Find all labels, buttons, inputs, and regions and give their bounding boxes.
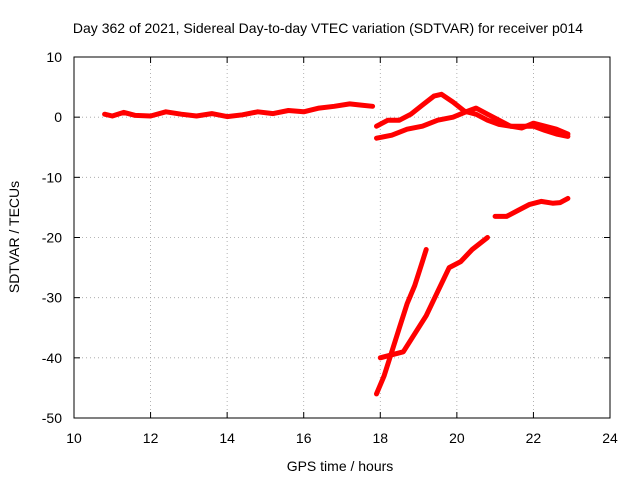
series-arc-6 (492, 195, 571, 219)
plot-frame (73, 56, 611, 419)
y-tick-label: 10 (46, 49, 62, 65)
series-layer (102, 91, 571, 397)
x-tick-label: 12 (143, 430, 159, 446)
chart-title: Day 362 of 2021, Sidereal Day-to-day VTE… (73, 20, 583, 36)
x-tick-label: 24 (602, 430, 618, 446)
series-arc-1 (102, 101, 376, 120)
grid-lines (74, 57, 610, 418)
y-axis-label: SDTVAR / TECUs (6, 181, 22, 293)
x-tick-label: 22 (526, 430, 542, 446)
series-arc-3 (374, 105, 571, 141)
y-tick-label: -40 (42, 350, 62, 366)
y-tick-label: 0 (54, 109, 62, 125)
x-axis-label: GPS time / hours (287, 458, 394, 474)
y-tick-label: -20 (42, 230, 62, 246)
x-tick-label: 20 (449, 430, 465, 446)
x-tick-label: 18 (372, 430, 388, 446)
series-arc-5 (377, 235, 490, 361)
y-tick-label: -10 (42, 169, 62, 185)
axis-ticks: 10 12 14 16 18 20 22 24 -50 -40 -30 -20 -10 0 10 (42, 49, 618, 446)
y-tick-label: -50 (42, 410, 62, 426)
x-tick-label: 14 (219, 430, 235, 446)
x-tick-label: 10 (66, 430, 82, 446)
x-tick-label: 16 (296, 430, 312, 446)
y-tick-label: -30 (42, 290, 62, 306)
series-arc-4 (374, 247, 429, 397)
